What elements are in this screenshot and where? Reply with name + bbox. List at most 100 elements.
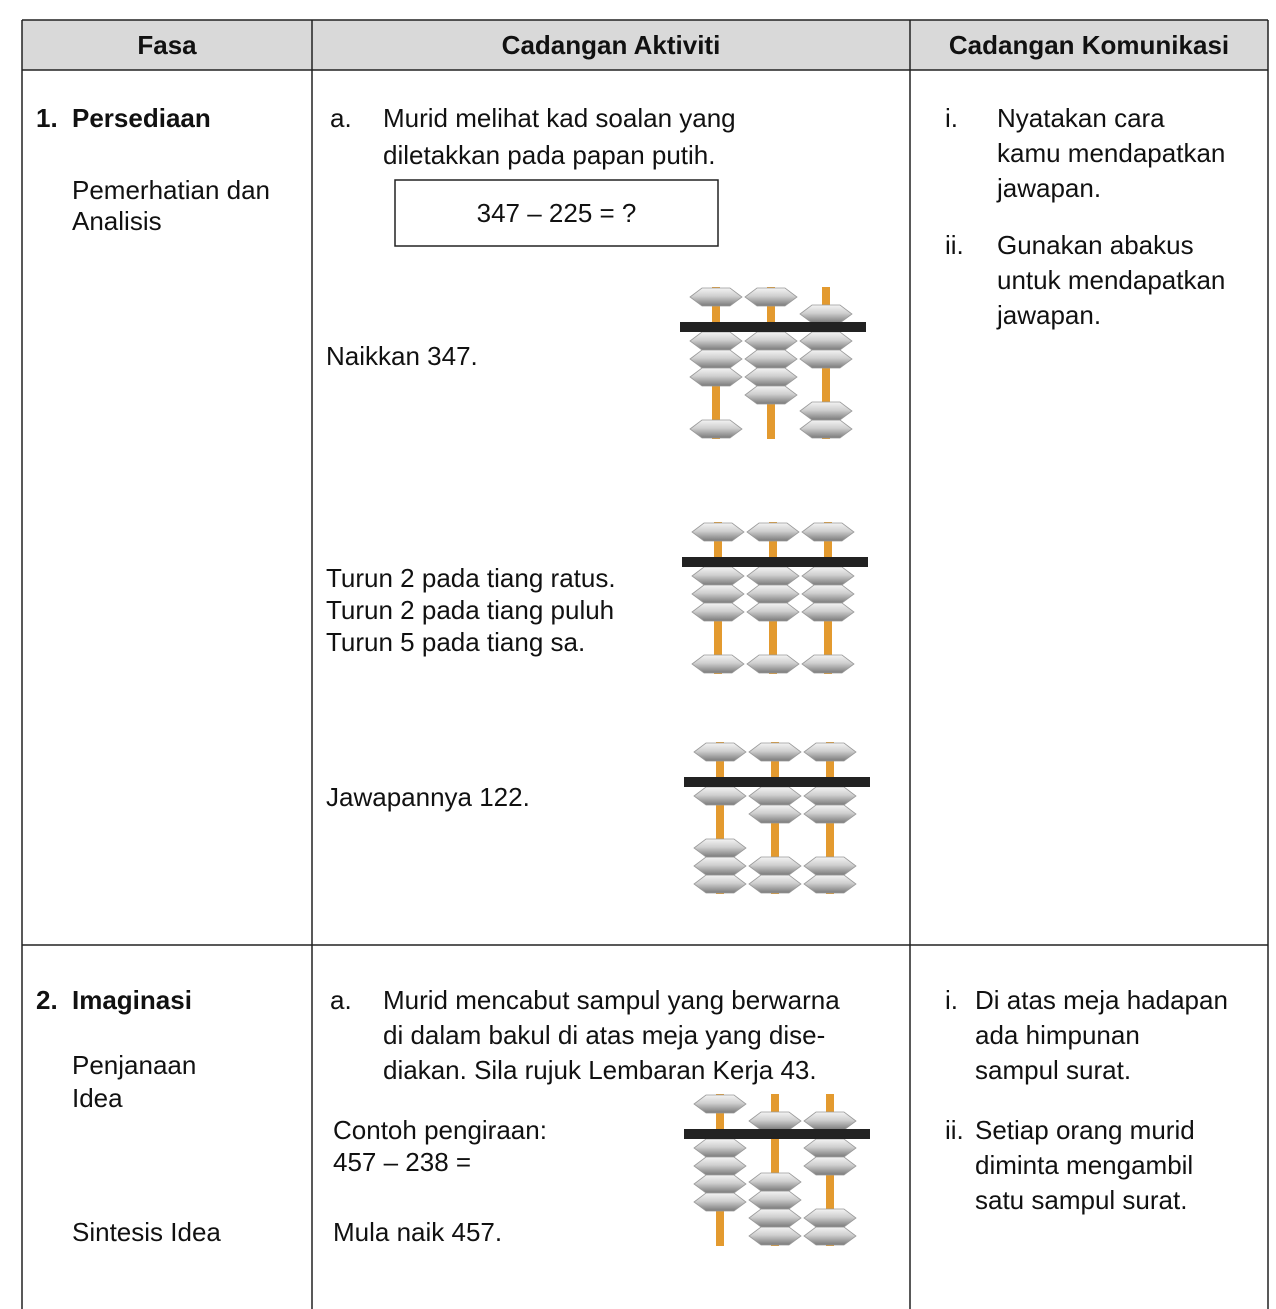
communication-text: diminta mengambil	[975, 1150, 1194, 1180]
bead	[803, 874, 857, 894]
bead	[746, 654, 800, 674]
bead	[693, 1094, 747, 1114]
step-text: Jawapannya 122.	[326, 782, 530, 812]
bead	[746, 522, 800, 542]
bead	[693, 742, 747, 762]
example-text: 457 – 238 =	[333, 1147, 472, 1177]
bead	[744, 367, 798, 387]
bead	[748, 742, 802, 762]
bead	[691, 584, 745, 604]
bead	[689, 349, 743, 369]
header-cell: Cadangan Aktiviti	[501, 30, 721, 60]
abacus	[682, 522, 868, 674]
list-marker: a.	[330, 103, 352, 133]
communication-text: Gunakan abakus	[997, 230, 1194, 260]
abacus	[684, 1094, 870, 1246]
communication-text: Setiap orang murid	[975, 1115, 1195, 1145]
header-cell: Cadangan Komunikasi	[948, 30, 1230, 60]
phase-name: Persediaan	[72, 103, 211, 133]
bead	[748, 786, 802, 806]
bead	[693, 874, 747, 894]
bead	[803, 804, 857, 824]
activity-text: diakan. Sila rujuk Lembaran Kerja 43.	[383, 1055, 817, 1085]
example-text: Contoh pengiraan:	[333, 1115, 547, 1145]
abacus-bar	[680, 322, 866, 332]
activity-text: Murid melihat kad soalan yang	[383, 103, 736, 133]
bead	[799, 419, 853, 439]
communication-text: ada himpunan	[975, 1020, 1140, 1050]
communication-text: Nyatakan cara	[997, 103, 1165, 133]
abacus-bar	[682, 557, 868, 567]
bead	[691, 522, 745, 542]
bead	[748, 1172, 802, 1192]
bead	[799, 349, 853, 369]
bead	[803, 1111, 857, 1131]
bead	[748, 1111, 802, 1131]
list-marker: a.	[330, 985, 352, 1015]
communication-text: jawapan.	[997, 173, 1102, 203]
phase-sub: Idea	[72, 1083, 123, 1113]
activity-text: Murid mencabut sampul yang berwarna	[383, 985, 840, 1015]
step-text: Turun 2 pada tiang puluh	[326, 595, 615, 625]
communication-text: untuk mendapatkan	[997, 265, 1226, 295]
abacus	[684, 742, 870, 894]
bead	[799, 304, 853, 324]
list-marker: i.	[945, 985, 958, 1015]
phase-name: Imaginasi	[72, 985, 192, 1015]
activity-text: di dalam bakul di atas meja yang dise-	[383, 1020, 826, 1050]
bead	[693, 1138, 747, 1158]
phase-number: 1.	[36, 103, 58, 133]
bead	[799, 331, 853, 351]
bead	[801, 654, 855, 674]
bead	[748, 874, 802, 894]
step-text: Naikkan 347.	[326, 341, 478, 371]
list-marker: i.	[945, 103, 958, 133]
bead	[691, 654, 745, 674]
bead	[803, 1208, 857, 1228]
header-bg	[22, 20, 1268, 70]
bead	[801, 602, 855, 622]
bead	[744, 287, 798, 307]
bead	[799, 401, 853, 421]
communication-text: kamu mendapatkan	[997, 138, 1226, 168]
question: 347 – 225 = ?	[476, 198, 637, 228]
phase-number: 2.	[36, 985, 58, 1015]
bead	[744, 385, 798, 405]
bead	[693, 1156, 747, 1176]
bead	[748, 804, 802, 824]
abacus-bar	[684, 777, 870, 787]
communication-text: Di atas meja hadapan	[975, 985, 1228, 1015]
bead	[748, 1208, 802, 1228]
rod	[716, 742, 724, 894]
rod	[771, 1094, 779, 1246]
bead	[748, 1226, 802, 1246]
bead	[689, 287, 743, 307]
grid	[21, 19, 1269, 1309]
bead	[691, 602, 745, 622]
bead	[803, 1226, 857, 1246]
bead	[689, 367, 743, 387]
bead	[693, 1192, 747, 1212]
bead	[689, 331, 743, 351]
bead	[801, 522, 855, 542]
communication-text: jawapan.	[997, 300, 1102, 330]
step-text: Turun 5 pada tiang sa.	[326, 627, 586, 657]
bead	[693, 1174, 747, 1194]
phase-sub: Analisis	[72, 206, 162, 236]
communication-text: sampul surat.	[975, 1055, 1132, 1085]
bead	[748, 856, 802, 876]
bead	[744, 349, 798, 369]
bead	[803, 1138, 857, 1158]
bead	[691, 566, 745, 586]
phase-sub: Sintesis Idea	[72, 1217, 221, 1247]
communication-text: satu sampul surat.	[975, 1185, 1188, 1215]
bead	[801, 584, 855, 604]
question-box	[394, 179, 719, 247]
activity-text: diletakkan pada papan putih.	[383, 140, 716, 170]
abacus	[680, 287, 866, 439]
abacus-bar	[684, 1129, 870, 1139]
list-marker: ii.	[945, 230, 964, 260]
step-text: Mula naik 457.	[333, 1217, 503, 1247]
